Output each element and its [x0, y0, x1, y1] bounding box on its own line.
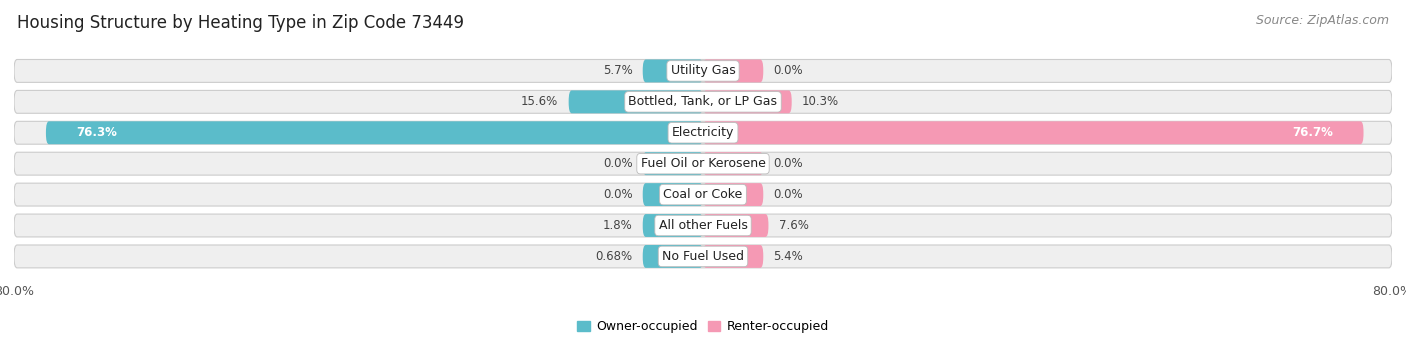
FancyBboxPatch shape — [14, 121, 1392, 144]
Text: Source: ZipAtlas.com: Source: ZipAtlas.com — [1256, 14, 1389, 27]
FancyBboxPatch shape — [46, 121, 703, 144]
FancyBboxPatch shape — [703, 152, 763, 175]
Text: 1.8%: 1.8% — [603, 219, 633, 232]
Legend: Owner-occupied, Renter-occupied: Owner-occupied, Renter-occupied — [572, 315, 834, 338]
Text: All other Fuels: All other Fuels — [658, 219, 748, 232]
Text: 0.0%: 0.0% — [603, 157, 633, 170]
FancyBboxPatch shape — [703, 183, 763, 206]
Text: 76.3%: 76.3% — [76, 126, 117, 139]
Text: 0.0%: 0.0% — [773, 157, 803, 170]
Text: Utility Gas: Utility Gas — [671, 64, 735, 77]
FancyBboxPatch shape — [703, 90, 792, 113]
Text: 10.3%: 10.3% — [801, 95, 839, 108]
Text: Housing Structure by Heating Type in Zip Code 73449: Housing Structure by Heating Type in Zip… — [17, 14, 464, 32]
FancyBboxPatch shape — [643, 59, 703, 83]
Text: 5.7%: 5.7% — [603, 64, 633, 77]
FancyBboxPatch shape — [703, 59, 763, 83]
Text: 0.68%: 0.68% — [595, 250, 633, 263]
Text: Coal or Coke: Coal or Coke — [664, 188, 742, 201]
FancyBboxPatch shape — [14, 59, 1392, 83]
FancyBboxPatch shape — [643, 214, 703, 237]
FancyBboxPatch shape — [14, 245, 1392, 268]
FancyBboxPatch shape — [703, 245, 763, 268]
FancyBboxPatch shape — [14, 90, 1392, 113]
FancyBboxPatch shape — [568, 90, 703, 113]
FancyBboxPatch shape — [703, 121, 1364, 144]
FancyBboxPatch shape — [643, 152, 703, 175]
FancyBboxPatch shape — [643, 245, 703, 268]
Text: 7.6%: 7.6% — [779, 219, 808, 232]
FancyBboxPatch shape — [14, 152, 1392, 175]
Text: Electricity: Electricity — [672, 126, 734, 139]
Text: No Fuel Used: No Fuel Used — [662, 250, 744, 263]
Text: 0.0%: 0.0% — [773, 188, 803, 201]
FancyBboxPatch shape — [703, 214, 769, 237]
FancyBboxPatch shape — [14, 214, 1392, 237]
Text: 5.4%: 5.4% — [773, 250, 803, 263]
Text: 0.0%: 0.0% — [773, 64, 803, 77]
Text: Bottled, Tank, or LP Gas: Bottled, Tank, or LP Gas — [628, 95, 778, 108]
FancyBboxPatch shape — [643, 183, 703, 206]
Text: 76.7%: 76.7% — [1292, 126, 1333, 139]
Text: Fuel Oil or Kerosene: Fuel Oil or Kerosene — [641, 157, 765, 170]
Text: 0.0%: 0.0% — [603, 188, 633, 201]
Text: 15.6%: 15.6% — [522, 95, 558, 108]
FancyBboxPatch shape — [14, 183, 1392, 206]
